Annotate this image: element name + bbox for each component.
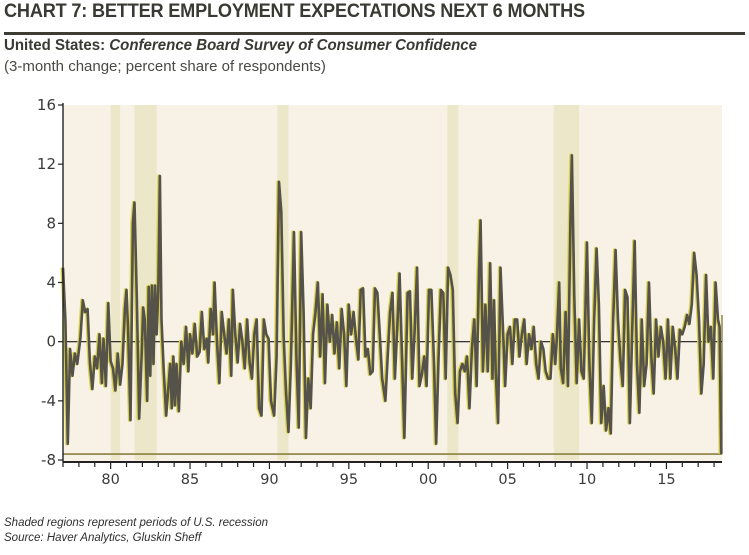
- recession-note: Shaded regions represent periods of U.S.…: [4, 517, 269, 529]
- y-tick-label: 8: [46, 214, 56, 232]
- y-tick-label: 12: [37, 155, 56, 173]
- y-tick-label: -4: [41, 392, 56, 410]
- x-tick-label: 05: [498, 472, 516, 488]
- y-tick-label: 0: [46, 333, 56, 351]
- x-tick-label: 85: [181, 472, 199, 488]
- x-tick-label: 00: [419, 472, 437, 488]
- y-tick-label: 4: [46, 274, 56, 292]
- y-tick-label: 16: [37, 96, 56, 114]
- subtitle-country: United States:: [4, 37, 106, 54]
- title-rule: [4, 32, 745, 35]
- x-tick-label: 95: [340, 472, 358, 488]
- x-tick-label: 10: [578, 472, 596, 488]
- chart-units: (3-month change; percent share of respon…: [4, 58, 326, 75]
- x-ticks: 80 85 90 95 00 05 10 15: [62, 462, 715, 488]
- x-tick-label: 80: [101, 472, 119, 488]
- series-line: [61, 154, 723, 455]
- y-ticks: 16 12 8 4 0 -4 -8: [37, 96, 63, 469]
- y-tick-label: -8: [41, 451, 56, 469]
- source-note: Source: Haver Analytics, Gluskin Sheff: [4, 532, 202, 544]
- x-tick-label: 15: [657, 472, 675, 488]
- chart-title: CHART 7: BETTER EMPLOYMENT EXPECTATIONS …: [4, 0, 585, 22]
- subtitle-survey: Conference Board Survey of Consumer Conf…: [109, 37, 478, 54]
- chart-subtitle: United States: Conference Board Survey o…: [4, 37, 477, 55]
- recession-band-1: [110, 105, 121, 460]
- x-tick-label: 90: [260, 472, 278, 488]
